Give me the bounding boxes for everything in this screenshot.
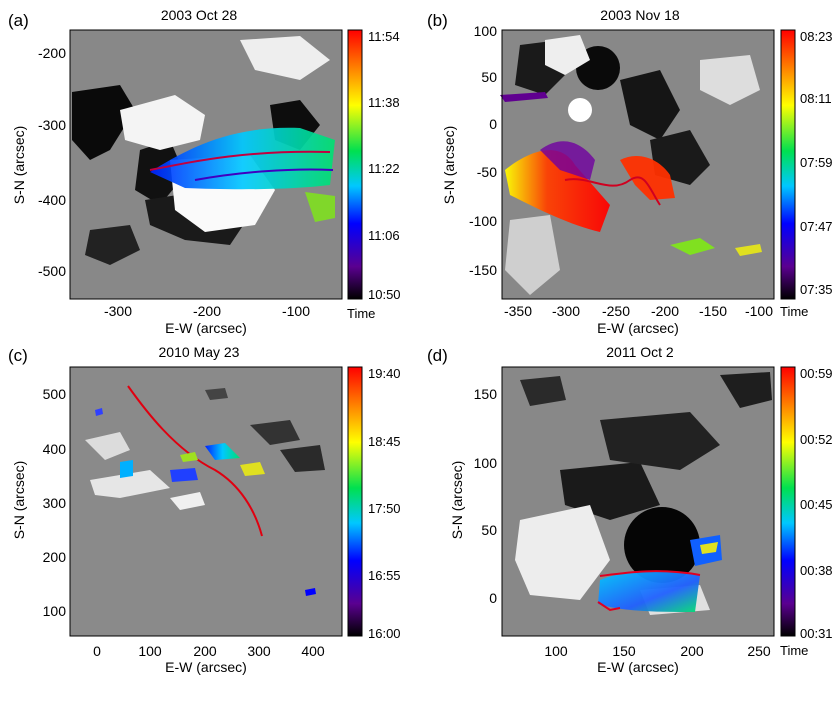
y-axis-ticks: 500 400 300 200 100 — [43, 386, 67, 619]
x-tick-label: -200 — [193, 303, 221, 319]
y-tick-label: 100 — [474, 455, 498, 471]
colorbar-tick-label: 08:23 — [800, 29, 832, 44]
y-tick-label: 150 — [474, 386, 498, 402]
y-tick-label: -500 — [38, 263, 66, 279]
x-tick-label: -300 — [552, 303, 580, 319]
x-tick-label: -350 — [504, 303, 532, 319]
y-axis-ticks: 100 50 0 -50 -100 -150 — [469, 23, 497, 278]
panel-label: (a) — [8, 11, 29, 30]
colorbar-tick-label: 08:11 — [800, 91, 832, 106]
x-axis-label: E-W (arcsec) — [165, 659, 247, 675]
colorbar: 00:59 00:52 00:45 00:38 00:31 Time — [780, 366, 832, 658]
colorbar: 08:23 08:11 07:59 07:47 07:35 Time — [780, 29, 832, 319]
colorbar-tick-label: 10:50 — [368, 287, 401, 302]
x-tick-label: -200 — [651, 303, 679, 319]
panel-label: (d) — [427, 346, 448, 365]
colorbar-tick-label: 19:40 — [368, 366, 401, 381]
colorbar-tick-label: 11:06 — [368, 228, 400, 243]
panel-label: (c) — [8, 346, 28, 365]
x-tick-label: 400 — [301, 643, 325, 659]
colorbar: 11:54 11:38 11:22 11:06 10:50 Time — [347, 29, 401, 321]
y-axis-label: S-N (arcsec) — [11, 461, 27, 540]
y-tick-label: 50 — [481, 522, 497, 538]
x-tick-label: -100 — [282, 303, 310, 319]
y-tick-label: 0 — [489, 116, 497, 132]
colorbar-tick-label: 00:38 — [800, 563, 832, 578]
colorbar-tick-label: 17:50 — [368, 501, 401, 516]
y-tick-label: 400 — [43, 441, 67, 457]
x-tick-label: 250 — [747, 643, 771, 659]
y-axis-label: S-N (arcsec) — [441, 126, 457, 205]
x-tick-label: 200 — [680, 643, 704, 659]
y-tick-label: -400 — [38, 192, 66, 208]
x-tick-label: 100 — [544, 643, 568, 659]
y-tick-label: 500 — [43, 386, 67, 402]
colorbar-label: Time — [780, 304, 808, 319]
panel-b: (b) 2003 Nov 18 -350 -300 -250 -200 — [427, 7, 832, 336]
colorbar-tick-label: 11:38 — [368, 95, 400, 110]
colorbar-label: Time — [347, 306, 375, 321]
colorbar-tick-label: 07:35 — [800, 282, 832, 297]
panel-a: (a) 2003 Oct 28 -300 -200 -100 -200 -300 — [8, 7, 401, 336]
panel-label: (b) — [427, 11, 448, 30]
magnetogram-image — [502, 367, 774, 636]
panel-title: 2010 May 23 — [159, 344, 240, 360]
colorbar-tick-label: 00:59 — [800, 366, 832, 381]
y-tick-label: 50 — [481, 69, 497, 85]
x-tick-label: 150 — [612, 643, 636, 659]
y-tick-label: -300 — [38, 117, 66, 133]
colorbar-tick-label: 16:55 — [368, 568, 401, 583]
y-axis-label: S-N (arcsec) — [449, 461, 465, 540]
colorbar-tick-label: 11:54 — [368, 29, 400, 44]
x-axis-ticks: 100 150 200 250 — [544, 643, 771, 659]
x-tick-label: -300 — [104, 303, 132, 319]
y-tick-label: 300 — [43, 495, 67, 511]
x-axis-label: E-W (arcsec) — [597, 659, 679, 675]
colorbar: 19:40 18:45 17:50 16:55 16:00 — [347, 366, 401, 641]
magnetogram-image — [500, 30, 774, 299]
colorbar-tick-label: 00:31 — [800, 626, 832, 641]
x-axis-ticks: -300 -200 -100 — [104, 303, 310, 319]
x-tick-label: -150 — [699, 303, 727, 319]
y-tick-label: -200 — [38, 45, 66, 61]
y-tick-label: -50 — [477, 164, 497, 180]
x-tick-label: 200 — [193, 643, 217, 659]
colorbar-label: Time — [780, 643, 808, 658]
colorbar-tick-label: 00:45 — [800, 497, 832, 512]
colorbar-tick-label: 00:52 — [800, 432, 832, 447]
magnetogram-image — [70, 367, 342, 636]
colorbar-tick-label: 16:00 — [368, 626, 401, 641]
y-tick-label: 0 — [489, 590, 497, 606]
panel-title: 2003 Nov 18 — [600, 7, 680, 23]
y-tick-label: 100 — [474, 23, 498, 39]
x-axis-label: E-W (arcsec) — [165, 320, 247, 336]
x-tick-label: -250 — [602, 303, 630, 319]
colorbar-tick-label: 18:45 — [368, 434, 401, 449]
x-tick-label: 100 — [138, 643, 162, 659]
x-axis-ticks: -350 -300 -250 -200 -150 -100 — [504, 303, 773, 319]
colorbar-tick-label: 07:47 — [800, 219, 832, 234]
y-axis-label: S-N (arcsec) — [11, 126, 27, 205]
colorbar-tick-label: 11:22 — [368, 161, 400, 176]
panel-title: 2003 Oct 28 — [161, 7, 237, 23]
y-tick-label: 100 — [43, 603, 67, 619]
colorbar-tick-label: 07:59 — [800, 155, 832, 170]
x-tick-label: 0 — [93, 643, 101, 659]
magnetogram-image — [70, 30, 342, 299]
x-axis-label: E-W (arcsec) — [597, 320, 679, 336]
panel-c: (c) 2010 May 23 0 100 200 300 400 — [8, 344, 401, 675]
panel-title: 2011 Oct 2 — [606, 344, 674, 360]
panel-d: (d) 2011 Oct 2 100 150 200 250 150 100 — [427, 344, 832, 675]
x-tick-label: 300 — [247, 643, 271, 659]
x-tick-label: -100 — [745, 303, 773, 319]
y-tick-label: -150 — [469, 262, 497, 278]
y-axis-ticks: -200 -300 -400 -500 — [38, 45, 66, 279]
y-tick-label: -100 — [469, 213, 497, 229]
x-axis-ticks: 0 100 200 300 400 — [93, 643, 325, 659]
y-tick-label: 200 — [43, 549, 67, 565]
y-axis-ticks: 150 100 50 0 — [474, 386, 498, 606]
